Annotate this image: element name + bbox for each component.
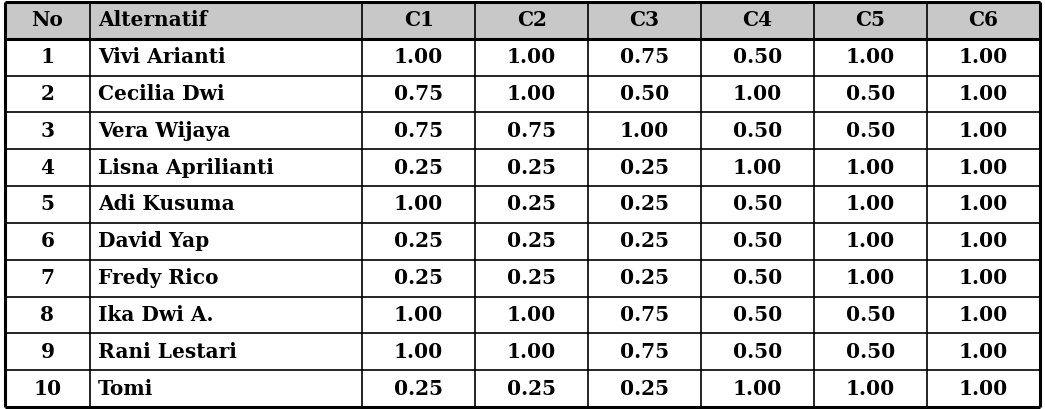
Text: 1.00: 1.00 bbox=[394, 195, 443, 214]
Text: 0.50: 0.50 bbox=[733, 231, 782, 251]
Text: 0.25: 0.25 bbox=[620, 158, 669, 178]
Text: 1.00: 1.00 bbox=[958, 84, 1008, 104]
Text: Fredy Rico: Fredy Rico bbox=[98, 268, 218, 288]
Text: 1.00: 1.00 bbox=[507, 305, 556, 325]
Text: 0.50: 0.50 bbox=[845, 121, 895, 141]
Text: Adi Kusuma: Adi Kusuma bbox=[98, 195, 235, 214]
Text: 0.25: 0.25 bbox=[394, 268, 443, 288]
Text: 5: 5 bbox=[41, 195, 54, 214]
Text: Ika Dwi A.: Ika Dwi A. bbox=[98, 305, 213, 325]
Text: 0.25: 0.25 bbox=[507, 195, 556, 214]
Text: 2: 2 bbox=[41, 84, 54, 104]
Bar bbox=[5, 186, 1040, 223]
Text: 9: 9 bbox=[41, 342, 54, 362]
Text: C1: C1 bbox=[403, 11, 434, 30]
Text: David Yap: David Yap bbox=[98, 231, 209, 251]
Text: 1.00: 1.00 bbox=[958, 342, 1008, 362]
Text: Vera Wijaya: Vera Wijaya bbox=[98, 121, 230, 141]
Bar bbox=[5, 370, 1040, 407]
Text: 0.25: 0.25 bbox=[620, 379, 669, 398]
Text: 1.00: 1.00 bbox=[733, 379, 782, 398]
Text: 1.00: 1.00 bbox=[733, 84, 782, 104]
Text: 1.00: 1.00 bbox=[845, 268, 895, 288]
Text: 0.50: 0.50 bbox=[733, 195, 782, 214]
Text: 1.00: 1.00 bbox=[958, 47, 1008, 67]
Bar bbox=[5, 2, 1040, 39]
Text: 0.75: 0.75 bbox=[507, 121, 556, 141]
Text: Vivi Arianti: Vivi Arianti bbox=[98, 47, 226, 67]
Text: Rani Lestari: Rani Lestari bbox=[98, 342, 237, 362]
Text: 0.25: 0.25 bbox=[620, 268, 669, 288]
Text: No: No bbox=[31, 11, 64, 30]
Text: 0.25: 0.25 bbox=[620, 195, 669, 214]
Text: Alternatif: Alternatif bbox=[98, 11, 207, 30]
Text: 1.00: 1.00 bbox=[958, 305, 1008, 325]
Text: 6: 6 bbox=[41, 231, 54, 251]
Bar bbox=[5, 76, 1040, 112]
Text: 0.75: 0.75 bbox=[620, 47, 669, 67]
Text: 0.75: 0.75 bbox=[394, 84, 443, 104]
Text: C6: C6 bbox=[969, 11, 998, 30]
Text: 1.00: 1.00 bbox=[845, 379, 895, 398]
Text: 0.75: 0.75 bbox=[620, 305, 669, 325]
Text: 0.25: 0.25 bbox=[394, 231, 443, 251]
Bar bbox=[5, 297, 1040, 333]
Text: 1.00: 1.00 bbox=[958, 231, 1008, 251]
Text: 0.50: 0.50 bbox=[620, 84, 669, 104]
Text: 0.25: 0.25 bbox=[507, 231, 556, 251]
Text: 1.00: 1.00 bbox=[958, 268, 1008, 288]
Bar bbox=[5, 112, 1040, 149]
Text: Cecilia Dwi: Cecilia Dwi bbox=[98, 84, 225, 104]
Text: 0.25: 0.25 bbox=[507, 379, 556, 398]
Text: 0.25: 0.25 bbox=[507, 158, 556, 178]
Bar bbox=[5, 333, 1040, 370]
Text: 1.00: 1.00 bbox=[845, 158, 895, 178]
Text: 4: 4 bbox=[41, 158, 54, 178]
Text: C4: C4 bbox=[742, 11, 772, 30]
Text: 1.00: 1.00 bbox=[394, 47, 443, 67]
Text: Tomi: Tomi bbox=[98, 379, 154, 398]
Text: 1.00: 1.00 bbox=[958, 158, 1008, 178]
Text: 0.25: 0.25 bbox=[507, 268, 556, 288]
Text: 0.50: 0.50 bbox=[845, 84, 895, 104]
Text: 0.75: 0.75 bbox=[394, 121, 443, 141]
Text: Lisna Aprilianti: Lisna Aprilianti bbox=[98, 158, 274, 178]
Text: C5: C5 bbox=[856, 11, 885, 30]
Bar bbox=[5, 223, 1040, 260]
Text: 1: 1 bbox=[41, 47, 54, 67]
Text: 1.00: 1.00 bbox=[958, 379, 1008, 398]
Text: 1.00: 1.00 bbox=[507, 84, 556, 104]
Text: 7: 7 bbox=[41, 268, 54, 288]
Text: 0.50: 0.50 bbox=[733, 305, 782, 325]
Text: 0.50: 0.50 bbox=[733, 268, 782, 288]
Text: C2: C2 bbox=[516, 11, 547, 30]
Text: 1.00: 1.00 bbox=[733, 158, 782, 178]
Text: 1.00: 1.00 bbox=[620, 121, 669, 141]
Text: 0.25: 0.25 bbox=[394, 379, 443, 398]
Text: 1.00: 1.00 bbox=[394, 305, 443, 325]
Text: 1.00: 1.00 bbox=[507, 342, 556, 362]
Text: C3: C3 bbox=[629, 11, 659, 30]
Text: 0.50: 0.50 bbox=[733, 342, 782, 362]
Text: 1.00: 1.00 bbox=[845, 195, 895, 214]
Text: 0.75: 0.75 bbox=[620, 342, 669, 362]
Bar bbox=[5, 260, 1040, 297]
Text: 1.00: 1.00 bbox=[845, 231, 895, 251]
Text: 1.00: 1.00 bbox=[958, 195, 1008, 214]
Text: 0.50: 0.50 bbox=[733, 47, 782, 67]
Text: 1.00: 1.00 bbox=[507, 47, 556, 67]
Text: 1.00: 1.00 bbox=[958, 121, 1008, 141]
Text: 0.25: 0.25 bbox=[394, 158, 443, 178]
Text: 0.25: 0.25 bbox=[620, 231, 669, 251]
Text: 0.50: 0.50 bbox=[845, 342, 895, 362]
Text: 1.00: 1.00 bbox=[845, 47, 895, 67]
Text: 0.50: 0.50 bbox=[845, 305, 895, 325]
Bar bbox=[5, 149, 1040, 186]
Text: 3: 3 bbox=[41, 121, 54, 141]
Text: 10: 10 bbox=[33, 379, 62, 398]
Text: 8: 8 bbox=[41, 305, 54, 325]
Bar bbox=[5, 39, 1040, 76]
Text: 0.50: 0.50 bbox=[733, 121, 782, 141]
Text: 1.00: 1.00 bbox=[394, 342, 443, 362]
